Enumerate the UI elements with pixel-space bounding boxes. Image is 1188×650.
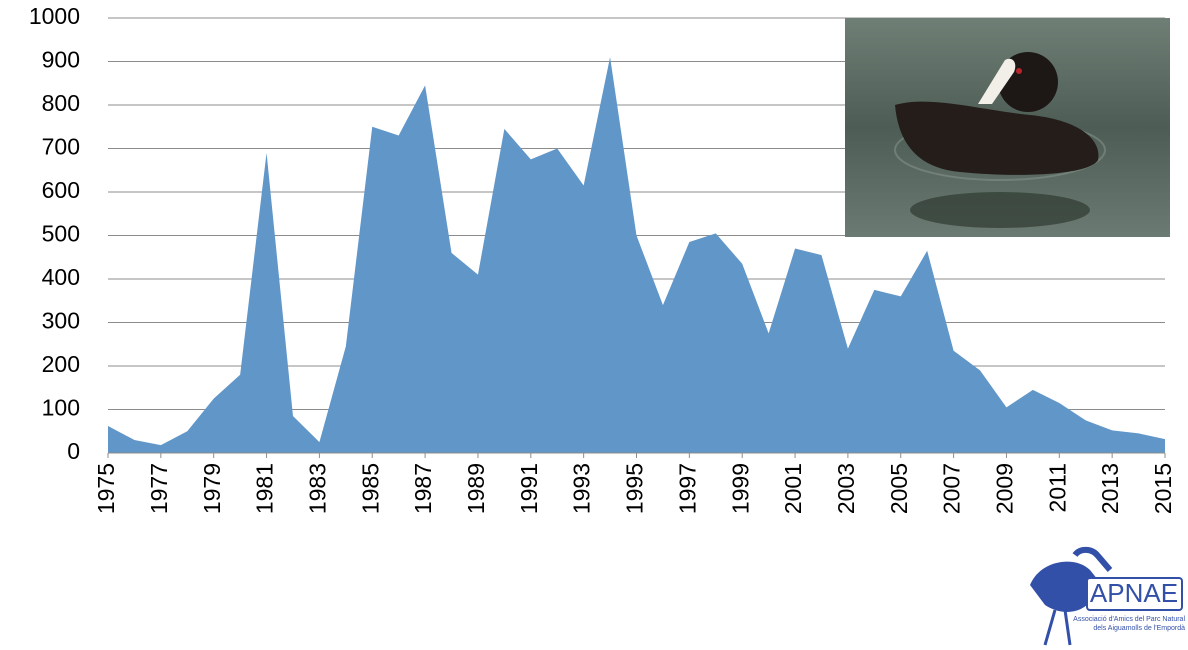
x-tick-label: 1981 xyxy=(252,463,278,514)
photo xyxy=(845,18,1170,237)
x-tick-label: 2001 xyxy=(780,463,806,514)
y-tick-label: 0 xyxy=(67,438,80,464)
x-tick-label: 2013 xyxy=(1097,463,1123,514)
y-tick-label: 400 xyxy=(42,264,80,290)
x-tick-label: 1993 xyxy=(569,463,595,514)
x-tick-label: 2011 xyxy=(1044,463,1070,512)
x-tick-label: 1985 xyxy=(357,463,383,514)
logo: APNAE Associació d'Amics del Parc Natura… xyxy=(1030,546,1185,646)
x-tick-label: 1989 xyxy=(463,463,489,514)
plot xyxy=(108,57,1165,454)
x-tick-label: 1983 xyxy=(304,463,330,514)
y-tick-label: 100 xyxy=(42,395,80,421)
x-tick-label: 1977 xyxy=(146,463,172,514)
y-tick-label: 800 xyxy=(42,90,80,116)
logo-caption: Associació d'Amics del Parc Natural xyxy=(1073,616,1185,623)
x-tick-label: 1995 xyxy=(622,463,648,514)
y-tick-label: 300 xyxy=(42,308,80,334)
y-tick-label: 1000 xyxy=(29,3,80,29)
x-tick-label: 2007 xyxy=(939,463,965,514)
reflection xyxy=(910,192,1090,228)
logo-box xyxy=(1086,577,1183,611)
area xyxy=(108,57,1165,454)
x-tick-label: 1991 xyxy=(516,463,542,514)
logo-bird-neck xyxy=(1072,546,1113,572)
x-tick-label: 1997 xyxy=(674,463,700,514)
x-tick-label: 1999 xyxy=(727,463,753,514)
logo-caption: dels Aiguamolls de l'Empordà xyxy=(1093,625,1185,632)
bird-body xyxy=(895,101,1099,175)
y-tick-label: 600 xyxy=(42,177,80,203)
bird-eye xyxy=(1016,68,1022,74)
y-tick-label: 500 xyxy=(42,221,80,247)
logo-leg xyxy=(1043,609,1057,646)
x-tick-label: 1979 xyxy=(199,463,225,514)
x-tick-label: 2003 xyxy=(833,463,859,514)
x-tick-label: 1975 xyxy=(93,463,119,514)
y-tick-label: 700 xyxy=(42,134,80,160)
logo-name: APNAE xyxy=(1090,578,1178,608)
x-tick-label: 2009 xyxy=(992,463,1018,514)
y-tick-label: 900 xyxy=(42,47,80,73)
x-tick-label: 1987 xyxy=(410,463,436,514)
bird-beak xyxy=(978,58,1016,104)
x-tick-label: 2005 xyxy=(886,463,912,514)
y-tick-label: 200 xyxy=(42,351,80,377)
logo-bird xyxy=(1030,561,1098,612)
logo-leg xyxy=(1063,609,1072,646)
x-tick-label: 2015 xyxy=(1150,463,1176,514)
